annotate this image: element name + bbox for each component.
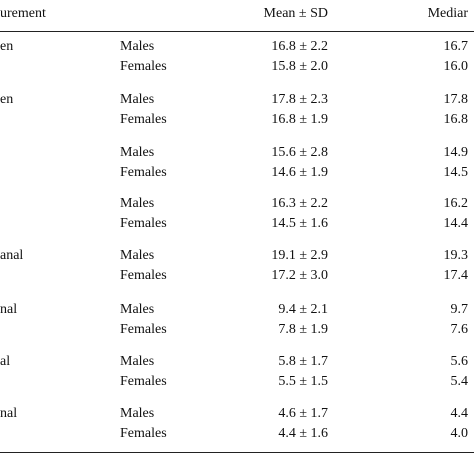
sex-cell: Females bbox=[120, 426, 167, 441]
mean-sd-cell: 17.8 ± 2.3 bbox=[271, 92, 328, 107]
mean-sd-cell: 19.1 ± 2.9 bbox=[271, 248, 328, 263]
median-cell: 16.2 bbox=[443, 196, 469, 211]
median-cell: 9.7 bbox=[450, 302, 469, 317]
sex-cell: Females bbox=[120, 374, 167, 389]
mean-sd-cell: 5.5 ± 1.5 bbox=[278, 374, 328, 389]
median-cell: 17.4 bbox=[443, 268, 469, 283]
header-mean-sd: Mean ± SD bbox=[263, 6, 328, 21]
sex-cell: Males bbox=[120, 92, 155, 107]
header-median: Mediar bbox=[427, 6, 468, 21]
sex-cell: Males bbox=[120, 406, 155, 421]
measurement-label: en bbox=[0, 92, 14, 107]
sex-cell: Males bbox=[120, 39, 155, 54]
sex-cell: Males bbox=[120, 196, 155, 211]
median-cell: 4.4 bbox=[450, 406, 469, 421]
mean-sd-cell: 16.3 ± 2.2 bbox=[271, 196, 328, 211]
sex-cell: Females bbox=[120, 322, 167, 337]
median-cell: 19.3 bbox=[443, 248, 469, 263]
median-cell: 16.8 bbox=[443, 112, 469, 127]
median-cell: 5.6 bbox=[450, 354, 469, 369]
sex-cell: Males bbox=[120, 248, 155, 263]
median-cell: 5.4 bbox=[450, 374, 469, 389]
header-rule bbox=[0, 31, 474, 32]
measurement-label: nal bbox=[0, 302, 18, 317]
sex-cell: Females bbox=[120, 165, 167, 180]
sex-cell: Males bbox=[120, 354, 155, 369]
mean-sd-cell: 7.8 ± 1.9 bbox=[278, 322, 328, 337]
measurement-label: al bbox=[0, 354, 11, 369]
measurement-label: nal bbox=[0, 406, 18, 421]
median-cell: 14.4 bbox=[443, 216, 469, 231]
mean-sd-cell: 5.8 ± 1.7 bbox=[278, 354, 328, 369]
header-measurement: urement bbox=[0, 6, 46, 21]
sex-cell: Females bbox=[120, 268, 167, 283]
median-cell: 17.8 bbox=[443, 92, 469, 107]
sex-cell: Females bbox=[120, 112, 167, 127]
median-cell: 16.7 bbox=[443, 39, 469, 54]
sex-cell: Females bbox=[120, 216, 167, 231]
mean-sd-cell: 15.8 ± 2.0 bbox=[271, 59, 328, 74]
sex-cell: Males bbox=[120, 302, 155, 317]
sex-cell: Females bbox=[120, 59, 167, 74]
mean-sd-cell: 4.6 ± 1.7 bbox=[278, 406, 328, 421]
median-cell: 14.5 bbox=[443, 165, 469, 180]
median-cell: 16.0 bbox=[443, 59, 469, 74]
mean-sd-cell: 14.6 ± 1.9 bbox=[271, 165, 328, 180]
mean-sd-cell: 16.8 ± 1.9 bbox=[271, 112, 328, 127]
sex-cell: Males bbox=[120, 145, 155, 160]
mean-sd-cell: 4.4 ± 1.6 bbox=[278, 426, 328, 441]
mean-sd-cell: 14.5 ± 1.6 bbox=[271, 216, 328, 231]
measurement-label: anal bbox=[0, 248, 24, 263]
median-cell: 14.9 bbox=[443, 145, 469, 160]
median-cell: 4.0 bbox=[450, 426, 469, 441]
mean-sd-cell: 15.6 ± 2.8 bbox=[271, 145, 328, 160]
bottom-rule bbox=[0, 452, 474, 453]
measurement-label: en bbox=[0, 39, 14, 54]
mean-sd-cell: 9.4 ± 2.1 bbox=[278, 302, 328, 317]
mean-sd-cell: 17.2 ± 3.0 bbox=[271, 268, 328, 283]
median-cell: 7.6 bbox=[450, 322, 469, 337]
mean-sd-cell: 16.8 ± 2.2 bbox=[271, 39, 328, 54]
